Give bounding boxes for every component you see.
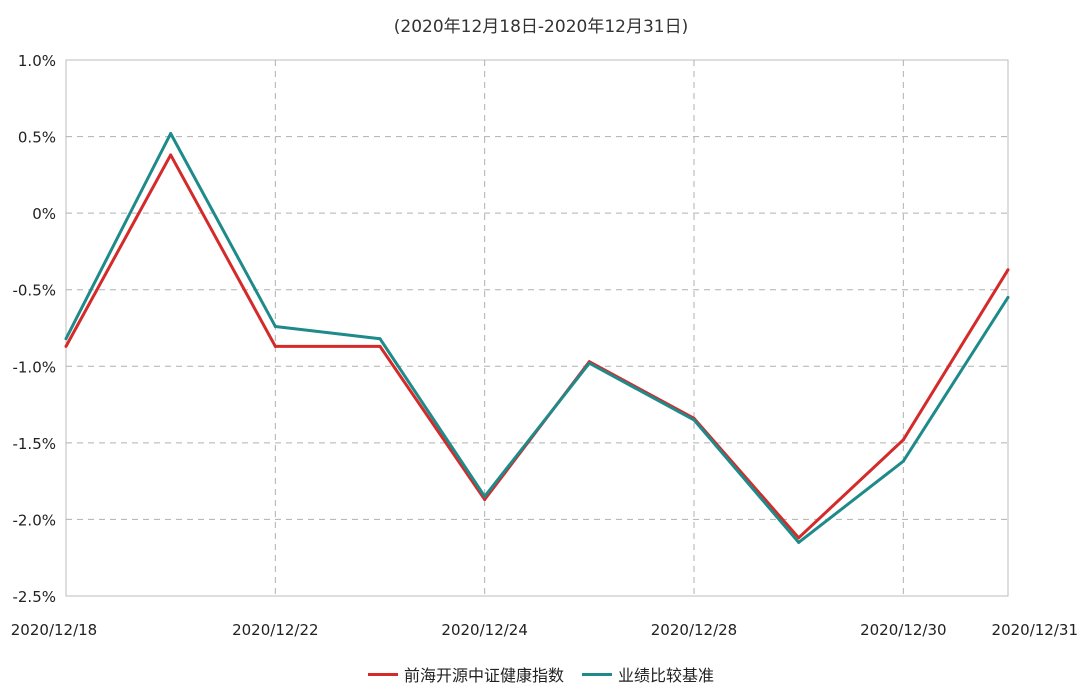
plot-frame (65, 59, 1009, 597)
legend-swatch-series-1 (367, 672, 398, 676)
series-2-point (901, 459, 905, 463)
series-2-point (378, 337, 382, 341)
y-tick-label: -0.5% (12, 282, 56, 300)
x-tick-label: 2020/12/31 (992, 621, 1078, 639)
axis-layer: 1.0% 0.5% 0% -0.5% -1.0% -1.5% -2.0% -2.5% 2020/… (11, 52, 1078, 639)
series-1-point (64, 344, 68, 348)
series-1-point (797, 536, 801, 540)
y-tick-label: 0% (32, 205, 56, 223)
x-tick-label: 2020/12/22 (232, 621, 318, 639)
series-layer (64, 132, 1010, 544)
series-1-point (901, 438, 905, 442)
y-tick-label: -2.0% (12, 511, 56, 529)
series-2-point (587, 361, 591, 365)
legend-swatch-series-2 (582, 672, 612, 676)
chart-subtitle: (2020年12月18日-2020年12月31日) (393, 17, 689, 37)
series-2-point (273, 324, 277, 328)
line-chart: 1.0% 0.5% 0% -0.5% -1.0% -1.5% -2.0% -2.5% 2020/… (11, 52, 1078, 639)
grid-layer (65, 59, 1009, 597)
y-tick-label: -2.5% (12, 588, 56, 606)
series-1-point (378, 344, 382, 348)
legend-item-series-1: 前海开源中证健康指数 (367, 662, 564, 686)
series-2-point (483, 494, 487, 498)
series-1-point (483, 498, 487, 502)
y-tick-label: -1.0% (12, 358, 56, 376)
series-2-point (692, 418, 696, 422)
series-1-point (169, 153, 173, 157)
y-tick-label: 1.0% (18, 52, 56, 70)
x-tick-label: 2020/12/28 (651, 621, 737, 639)
legend-label-series-1: 前海开源中证健康指数 (403, 666, 564, 685)
x-tick-label: 2020/12/18 (11, 621, 97, 639)
series-line-2 (64, 132, 1010, 544)
series-1-point (273, 344, 277, 348)
y-tick-label: -1.5% (12, 435, 56, 453)
x-tick-label: 2020/12/24 (441, 621, 527, 639)
series-2-point (797, 540, 801, 544)
series-1-point (1006, 268, 1010, 272)
legend-label-series-2: 业绩比较基准 (618, 666, 715, 685)
series-2-point (64, 337, 68, 341)
legend: 前海开源中证健康指数 业绩比较基准 (0, 662, 1082, 686)
legend-item-series-2: 业绩比较基准 (582, 662, 714, 686)
x-tick-label: 2020/12/30 (860, 621, 946, 639)
series-line-1 (64, 153, 1010, 540)
series-2-point (1006, 295, 1010, 299)
y-tick-label: 0.5% (18, 129, 56, 147)
series-2-point (169, 132, 173, 136)
